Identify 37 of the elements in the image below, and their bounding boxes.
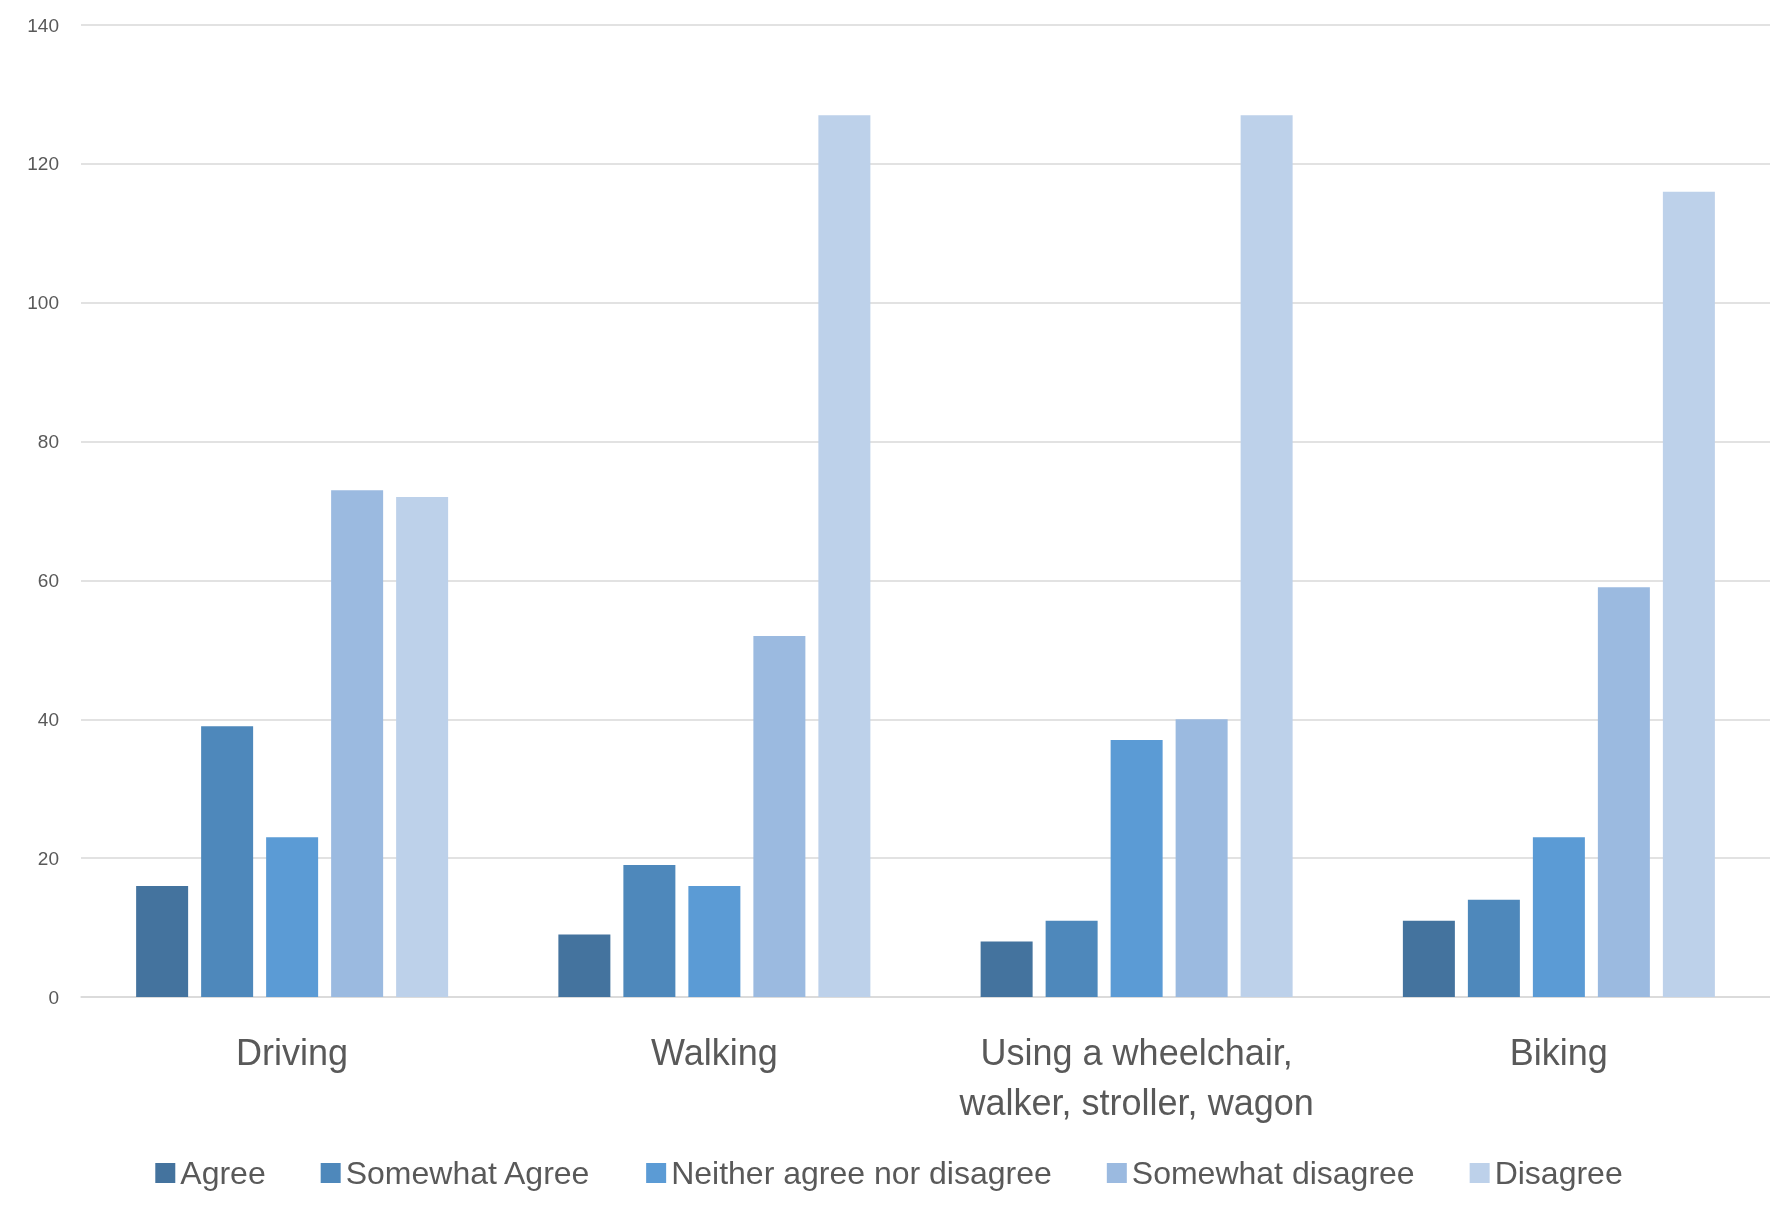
bar [266,837,319,997]
y-tick-label: 0 [48,986,59,1008]
bar [623,865,676,997]
bar [980,941,1033,997]
y-tick-label: 20 [37,847,59,869]
bar [396,497,449,997]
bar [688,885,741,997]
bar [1662,191,1715,997]
y-tick-label: 40 [37,708,59,730]
bar [331,490,384,997]
legend-label: Disagree [1494,1155,1623,1191]
y-tick-label: 100 [27,292,59,314]
bar [1532,837,1585,997]
bar [1467,899,1520,997]
y-tick-label: 120 [27,153,59,175]
bar [201,726,254,997]
x-tick-label: Driving [236,1031,349,1073]
legend-label: Agree [180,1155,266,1191]
bar [1597,587,1650,997]
y-tick-label: 80 [37,431,59,453]
bar [136,885,189,997]
bar [1175,719,1228,997]
legend-label: Somewhat disagree [1131,1155,1415,1191]
x-tick-label: Using a wheelchair, walker, stroller, wagon [958,1031,1314,1123]
bar [1110,740,1163,997]
x-tick-label: Walking [651,1031,778,1073]
y-tick-label: 140 [27,14,59,36]
x-tick-label: Biking [1509,1031,1608,1073]
legend-label: Somewhat Agree [345,1155,590,1191]
bar [1045,920,1098,997]
bar [558,934,611,997]
bar [1402,920,1455,997]
bar [1240,115,1293,997]
bar [753,635,806,997]
legend-label: Neither agree nor disagree [671,1155,1052,1191]
y-tick-label: 60 [37,569,59,591]
bar [818,115,871,997]
